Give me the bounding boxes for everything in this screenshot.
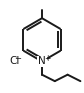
Text: +: + <box>45 54 51 63</box>
Text: −: − <box>15 54 22 64</box>
Text: N: N <box>38 56 46 66</box>
Text: Cl: Cl <box>9 56 19 66</box>
